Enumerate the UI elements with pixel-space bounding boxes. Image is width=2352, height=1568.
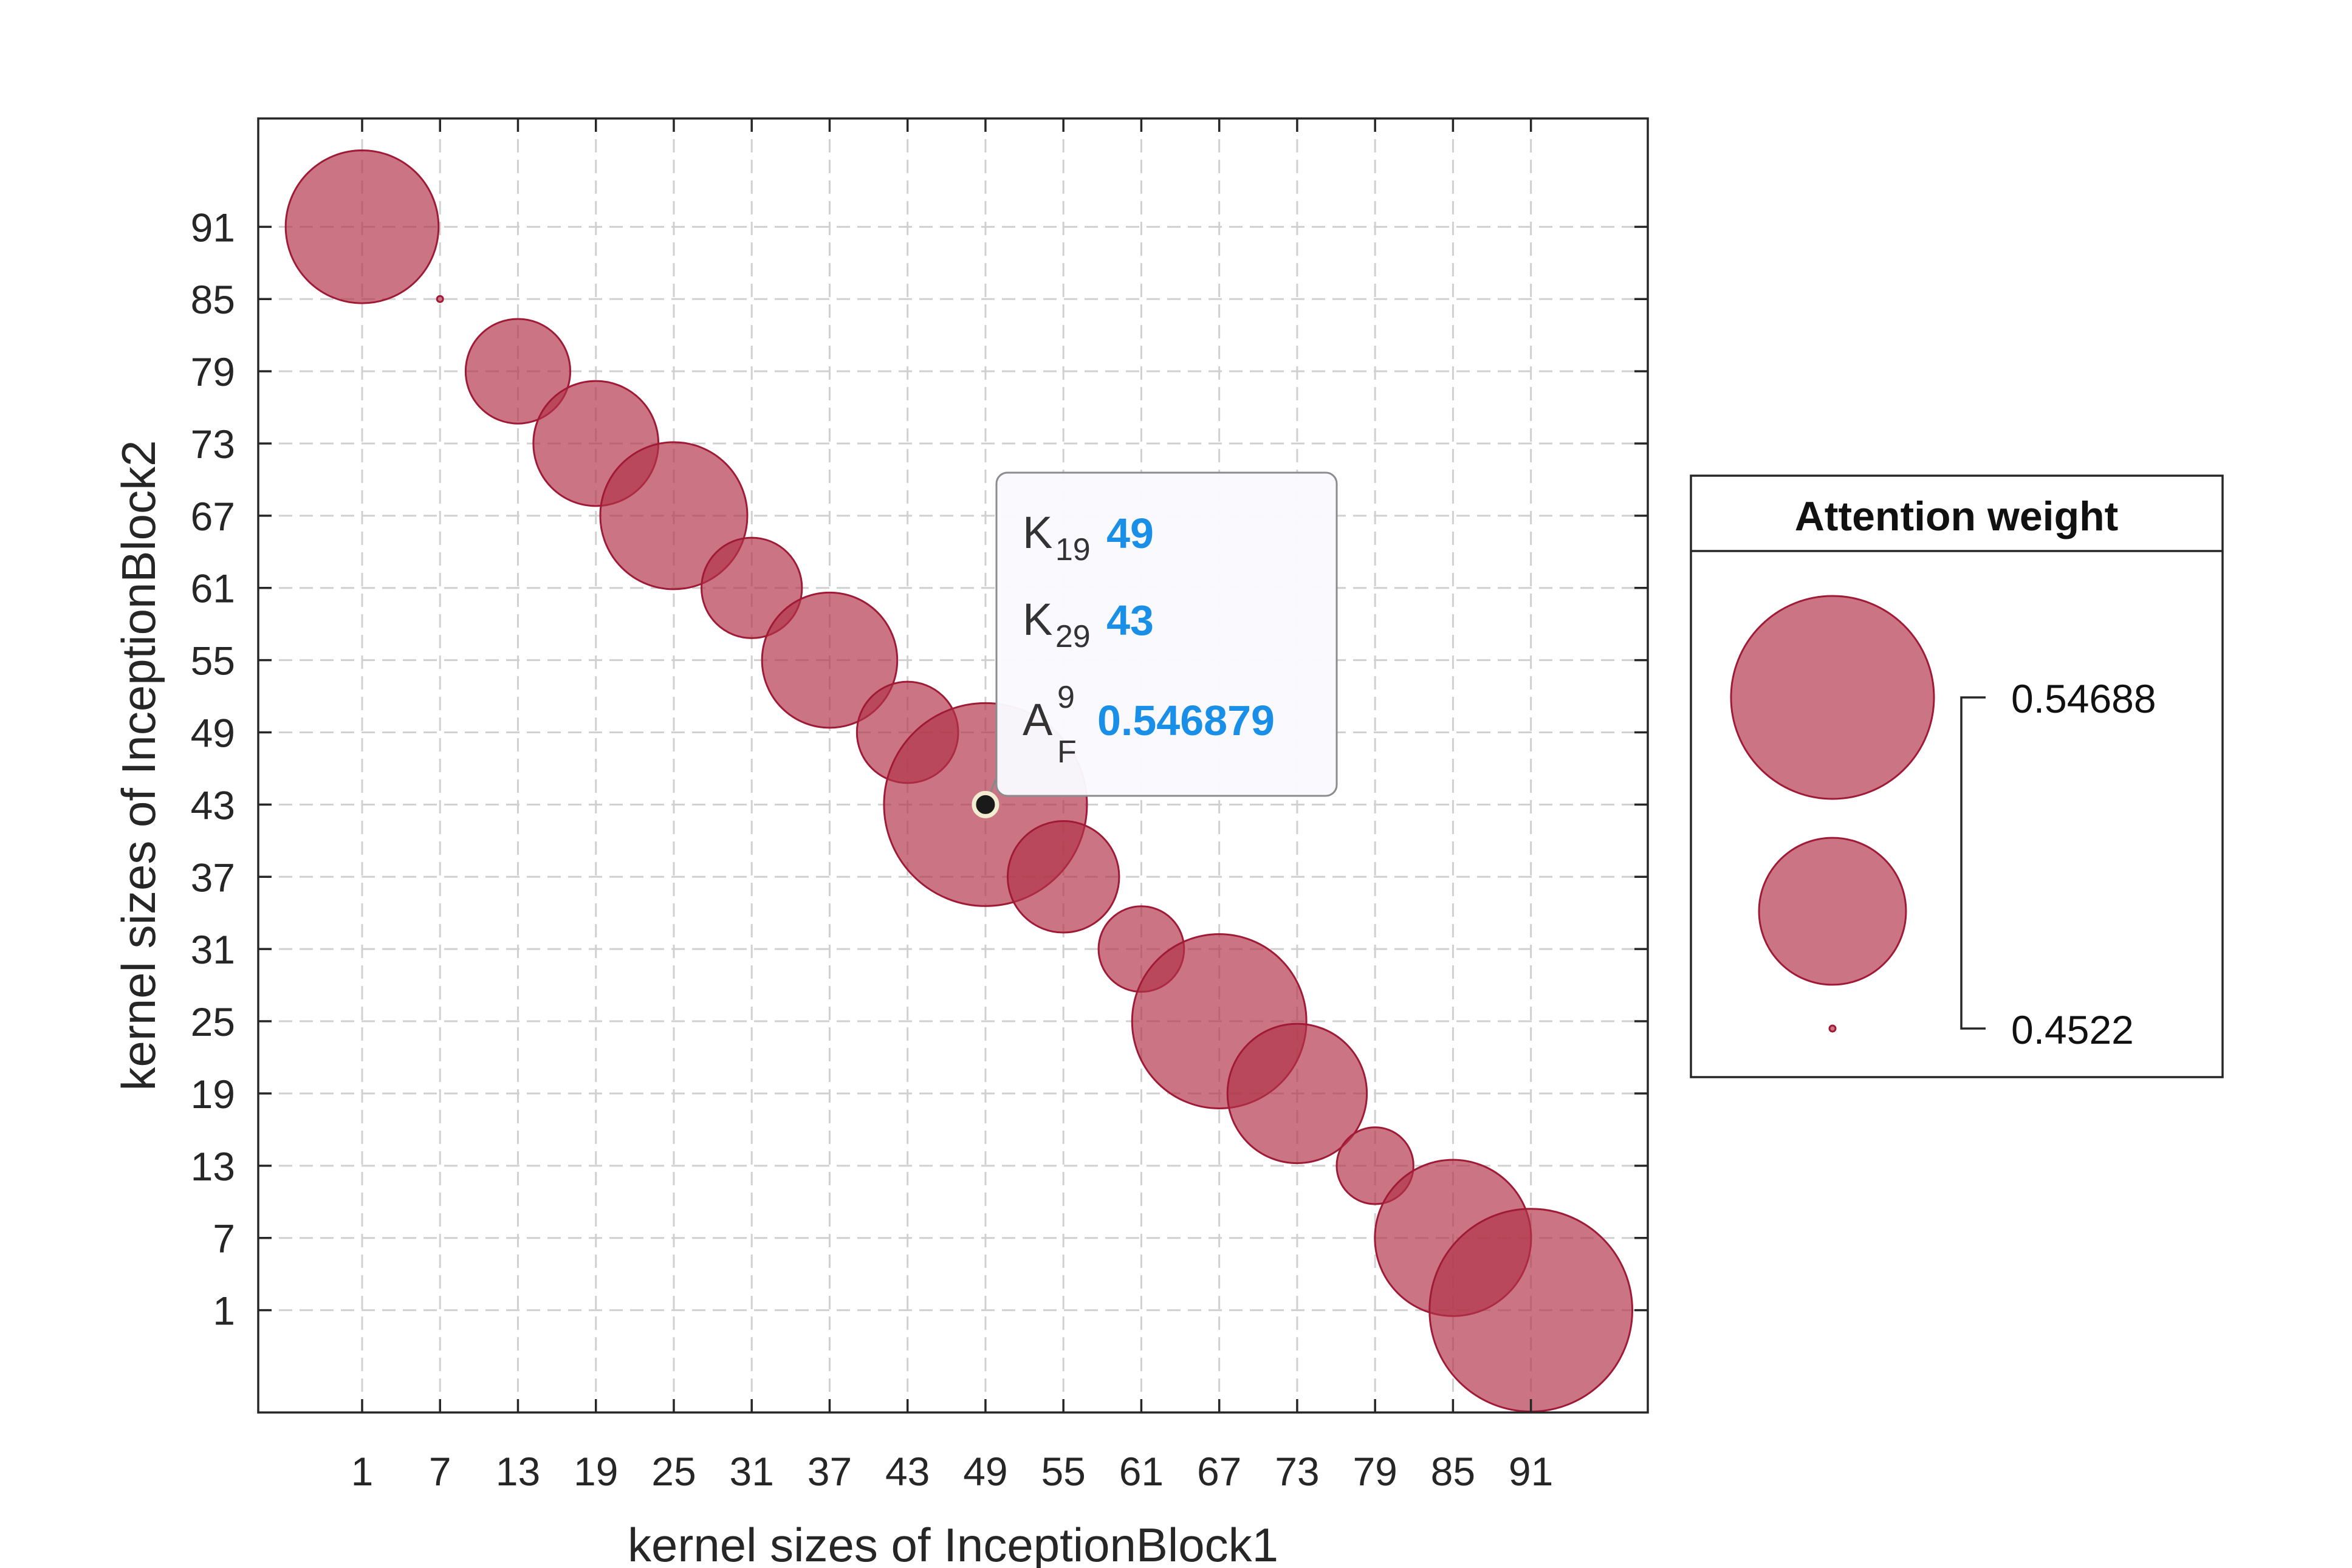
legend-bubble-mid [1758, 837, 1907, 986]
y-tick-label: 37 [191, 855, 235, 900]
x-tick-label: 91 [1509, 1449, 1553, 1494]
bubble-point [284, 149, 440, 304]
axis-ticks: 1 7 13 19 25 31 37 43 49 55 61 67 73 79 85 91 1 7 13 19 25 31… [191, 118, 1648, 1494]
data-tip-marker[interactable] [972, 790, 999, 818]
legend-bracket [1960, 696, 1986, 1030]
y-tick-label: 13 [191, 1144, 235, 1189]
bubble-point [599, 441, 749, 591]
y-tick-label: 49 [191, 711, 235, 756]
x-tick-label: 79 [1353, 1449, 1397, 1494]
bubble-point [1428, 1208, 1633, 1412]
bubble-point [1226, 1022, 1368, 1165]
legend-bubble-min [1828, 1024, 1837, 1033]
bubble-point [464, 318, 572, 425]
legend-max-label: 0.54688 [2011, 676, 2156, 721]
y-tick-label: 43 [191, 782, 235, 827]
bubble-point [1006, 820, 1120, 934]
size-legend: Attention weight 0.54688 0.4522 [1690, 474, 2224, 1078]
data-tip-size-superscript: 9 [1057, 680, 1075, 715]
data-tip-size-subscript: F [1057, 734, 1077, 770]
x-tick-label: 25 [651, 1449, 696, 1494]
legend-min-label: 0.4522 [2011, 1007, 2134, 1052]
x-tick-label: 61 [1119, 1449, 1164, 1494]
data-tip[interactable]: K 19 49 K 29 43 A 9 F 0.546879 [972, 471, 1338, 818]
data-tip-y-value: 43 [1106, 597, 1154, 644]
x-tick-label: 73 [1275, 1449, 1319, 1494]
data-tip-size-symbol: A [1023, 694, 1053, 745]
y-tick-label: 31 [191, 927, 235, 972]
data-tip-row-y: K 29 43 [1023, 594, 1154, 654]
x-tick-label: 31 [729, 1449, 773, 1494]
x-tick-label: 7 [429, 1449, 451, 1494]
y-tick-label: 19 [191, 1072, 235, 1117]
data-tip-y-symbol: K [1023, 594, 1052, 645]
bubble-point [1335, 1126, 1414, 1205]
y-tick-label: 67 [191, 494, 235, 539]
x-tick-label: 43 [885, 1449, 930, 1494]
x-tick-label: 19 [574, 1449, 618, 1494]
bubble-point [701, 536, 803, 639]
x-axis-title: kernel sizes of InceptionBlock1 [628, 1518, 1278, 1568]
y-tick-label: 1 [213, 1289, 235, 1333]
y-tick-label: 55 [191, 638, 235, 683]
y-tick-label: 73 [191, 422, 235, 467]
data-tip-row-x: K 19 49 [1023, 507, 1154, 567]
legend-title: Attention weight [1795, 493, 2119, 539]
data-tip-box [995, 471, 1338, 797]
data-tip-size-value: 0.546879 [1097, 697, 1275, 744]
bubble-series [284, 149, 1633, 1412]
bubble-point [436, 295, 444, 303]
y-tick-label: 61 [191, 566, 235, 611]
y-tick-label: 85 [191, 277, 235, 322]
x-tick-label: 1 [351, 1449, 374, 1494]
x-tick-label: 85 [1431, 1449, 1475, 1494]
legend-bubble-max [1730, 595, 1935, 800]
data-tip-x-value: 49 [1106, 510, 1154, 557]
data-tip-y-subscript: 29 [1055, 619, 1091, 654]
x-tick-label: 13 [496, 1449, 540, 1494]
data-tip-x-subscript: 19 [1055, 532, 1091, 567]
data-tip-x-symbol: K [1023, 507, 1052, 558]
x-tick-label: 37 [807, 1449, 852, 1494]
plot-frame [257, 117, 1649, 1414]
x-tick-label: 49 [963, 1449, 1007, 1494]
y-tick-label: 79 [191, 349, 235, 394]
y-tick-label: 7 [213, 1216, 235, 1261]
y-tick-label: 91 [191, 205, 235, 250]
x-tick-label: 67 [1197, 1449, 1241, 1494]
y-tick-label: 25 [191, 999, 235, 1044]
y-axis-title: kernel sizes of InceptionBlock2 [112, 440, 165, 1091]
x-tick-label: 55 [1041, 1449, 1085, 1494]
bubble-point [761, 591, 899, 729]
